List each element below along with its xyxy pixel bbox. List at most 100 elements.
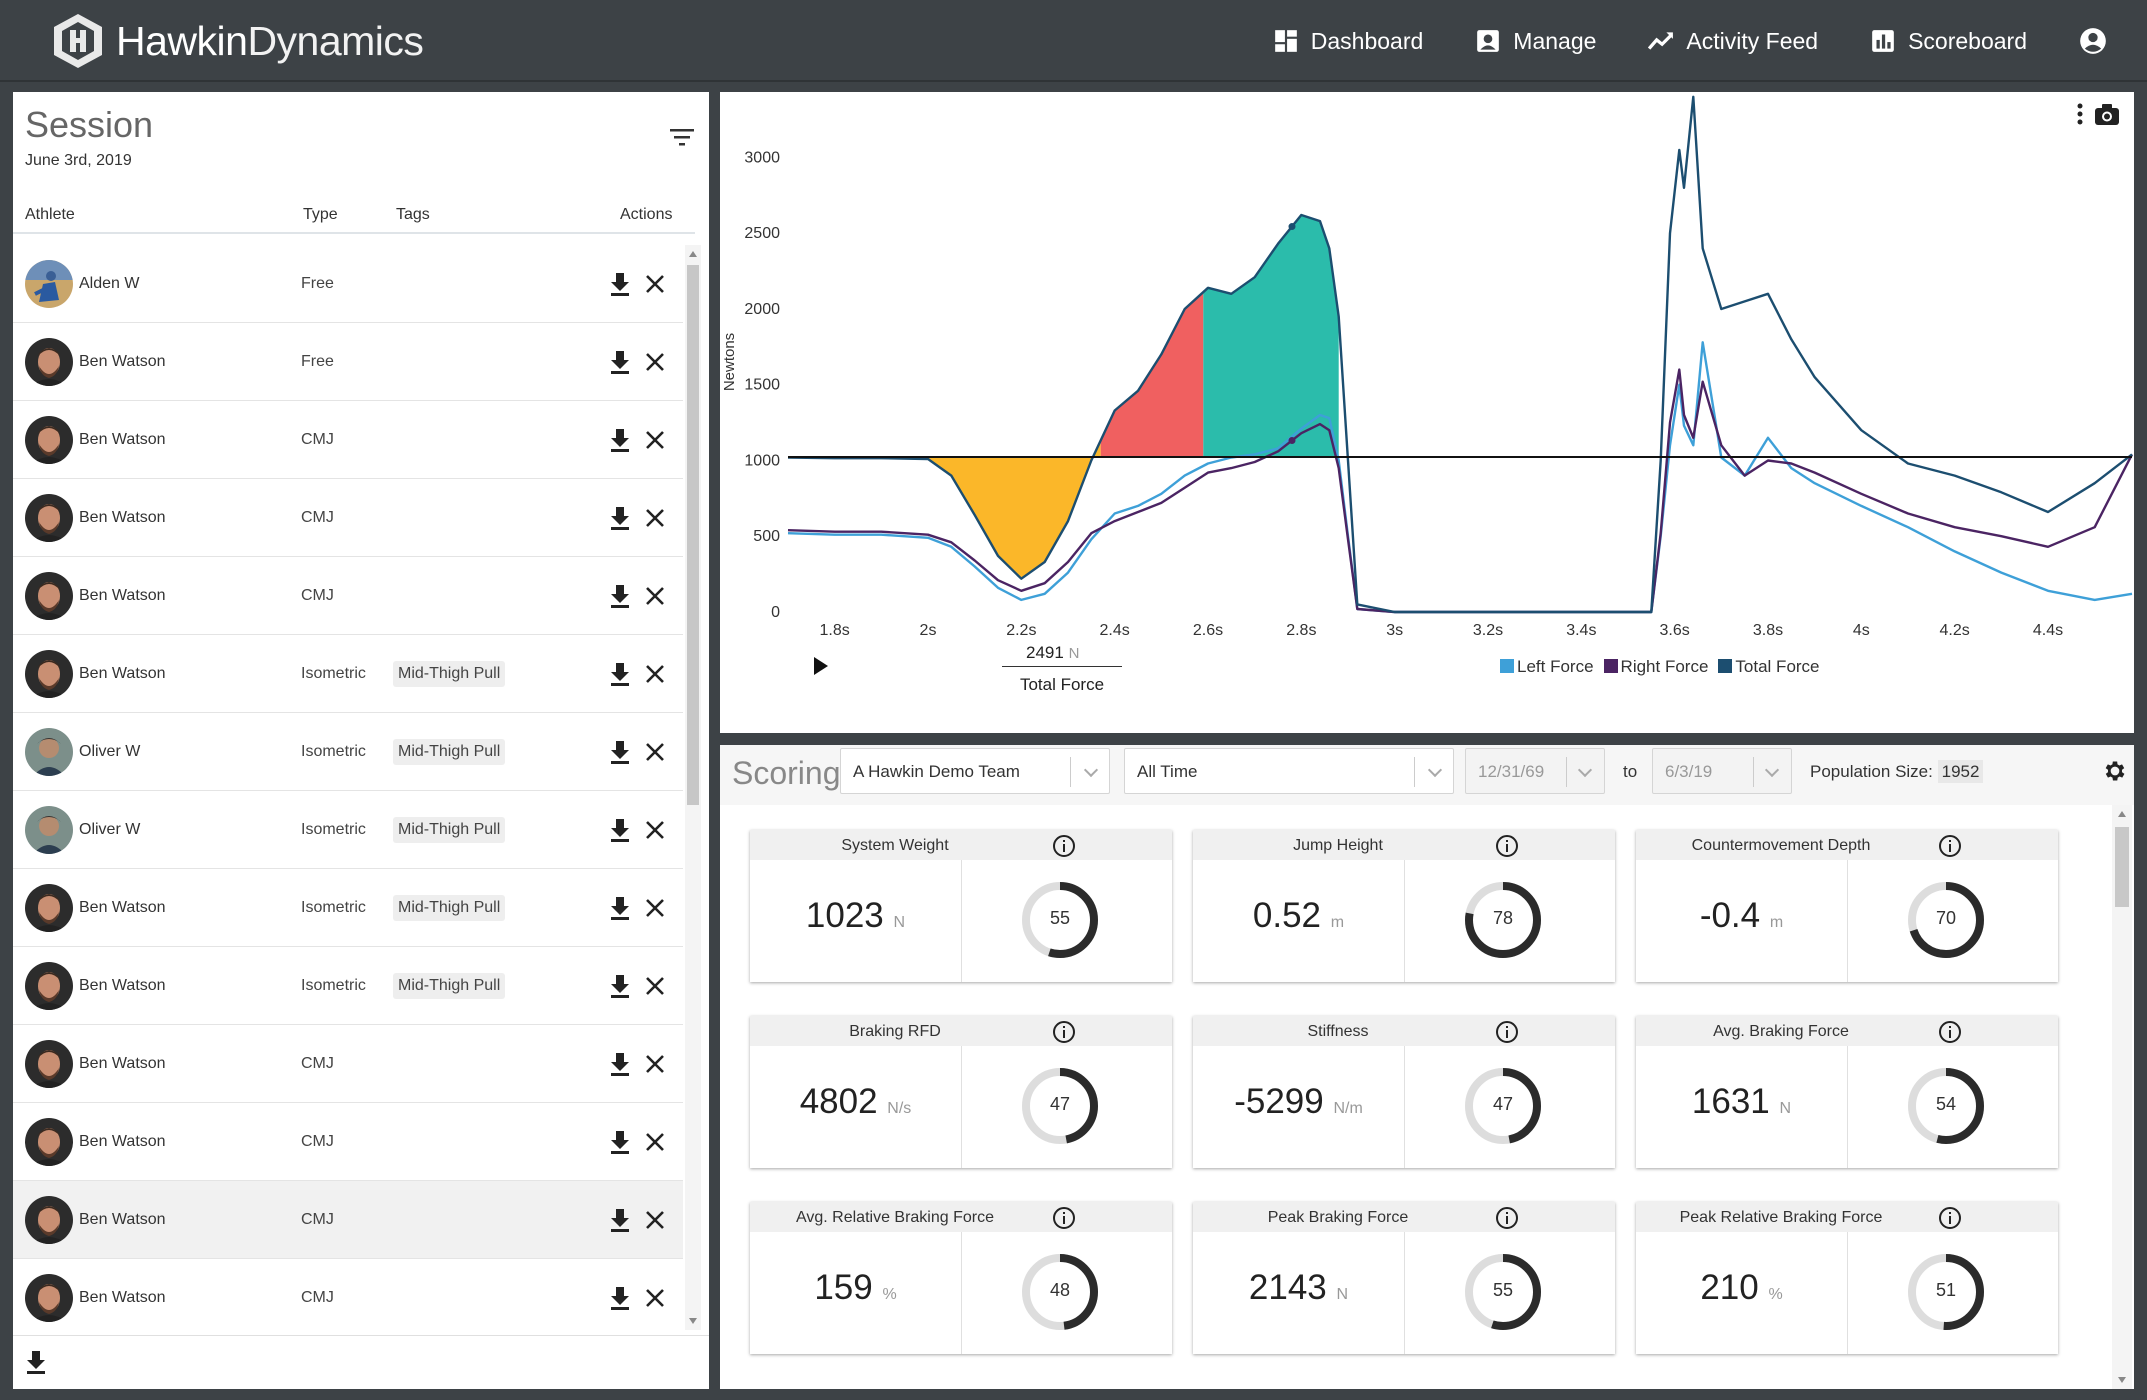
- account-icon[interactable]: [2079, 27, 2107, 55]
- table-row[interactable]: Ben Watson CMJ: [13, 1103, 683, 1181]
- scoring-scroll-thumb[interactable]: [2115, 827, 2129, 907]
- tag-chip[interactable]: Mid-Thigh Pull: [393, 738, 506, 765]
- score-card[interactable]: System Weight 1023 N 55: [750, 830, 1172, 982]
- col-athlete[interactable]: Athlete: [25, 206, 75, 223]
- download-icon[interactable]: [609, 1207, 631, 1233]
- info-icon[interactable]: [1495, 1020, 1519, 1044]
- avatar: [25, 416, 73, 464]
- table-row[interactable]: Ben Watson CMJ: [13, 401, 683, 479]
- download-icon[interactable]: [609, 271, 631, 297]
- info-icon[interactable]: [1495, 1206, 1519, 1230]
- tag-chip[interactable]: Mid-Thigh Pull: [393, 816, 506, 843]
- gear-icon[interactable]: [2102, 758, 2128, 784]
- download-icon[interactable]: [609, 817, 631, 843]
- close-icon[interactable]: [645, 1132, 665, 1152]
- download-icon[interactable]: [609, 427, 631, 453]
- close-icon[interactable]: [645, 820, 665, 840]
- download-icon[interactable]: [609, 973, 631, 999]
- download-icon[interactable]: [609, 583, 631, 609]
- scroll-up-arrow-icon[interactable]: [2118, 811, 2126, 817]
- score-card[interactable]: Stiffness -5299 N/m 47: [1193, 1016, 1615, 1168]
- close-icon[interactable]: [645, 976, 665, 996]
- tag-chip[interactable]: Mid-Thigh Pull: [393, 894, 506, 921]
- logo[interactable]: HawkinDynamics: [52, 12, 424, 70]
- info-icon[interactable]: [1052, 1206, 1076, 1230]
- table-row[interactable]: Ben Watson Isometric Mid-Thigh Pull: [13, 869, 683, 947]
- close-icon[interactable]: [645, 1054, 665, 1074]
- download-icon[interactable]: [609, 505, 631, 531]
- table-row[interactable]: Ben Watson CMJ: [13, 1181, 683, 1259]
- tag-chip[interactable]: Mid-Thigh Pull: [393, 972, 506, 999]
- download-icon[interactable]: [609, 661, 631, 687]
- col-type[interactable]: Type: [303, 206, 338, 223]
- team-select[interactable]: A Hawkin Demo Team: [840, 748, 1110, 794]
- nav-dashboard[interactable]: Dashboard: [1273, 28, 1423, 55]
- range-select[interactable]: All Time: [1124, 748, 1454, 794]
- table-row[interactable]: Ben Watson Isometric Mid-Thigh Pull: [13, 947, 683, 1025]
- download-icon[interactable]: [609, 1129, 631, 1155]
- table-row[interactable]: Oliver W Isometric Mid-Thigh Pull: [13, 791, 683, 869]
- close-icon[interactable]: [645, 742, 665, 762]
- more-vert-icon[interactable]: [2076, 102, 2084, 126]
- table-row[interactable]: Ben Watson CMJ: [13, 1259, 683, 1330]
- filter-icon[interactable]: [669, 126, 695, 148]
- score-card[interactable]: Peak Relative Braking Force 210 % 51: [1636, 1202, 2058, 1354]
- nav-scoreboard[interactable]: Scoreboard: [1870, 28, 2027, 55]
- nav-manage[interactable]: Manage: [1475, 28, 1596, 55]
- legend-total-force[interactable]: Total Force: [1718, 657, 1820, 677]
- scroll-down-arrow-icon[interactable]: [689, 1318, 697, 1324]
- table-row[interactable]: Alden W Free: [13, 245, 683, 323]
- from-date-select[interactable]: 12/31/69: [1465, 748, 1605, 794]
- force-time-chart[interactable]: 0 500 1000 1500 2000 2500 3000 1.8s 2s 2.2s 2.4s 2.…: [720, 92, 2134, 733]
- info-icon[interactable]: [1938, 1206, 1962, 1230]
- close-icon[interactable]: [645, 586, 665, 606]
- download-icon[interactable]: [609, 1285, 631, 1311]
- x-tick-label: 1.8s: [820, 622, 850, 639]
- score-card[interactable]: Countermovement Depth -0.4 m 70: [1636, 830, 2058, 982]
- download-icon[interactable]: [609, 349, 631, 375]
- session-scroll-thumb[interactable]: [687, 265, 699, 805]
- download-icon[interactable]: [609, 1051, 631, 1077]
- session-scrollbar[interactable]: [685, 245, 701, 1330]
- score-value-unit: N/m: [1333, 1100, 1363, 1117]
- score-card[interactable]: Jump Height 0.52 m 78: [1193, 830, 1615, 982]
- score-card[interactable]: Braking RFD 4802 N/s 47: [750, 1016, 1172, 1168]
- close-icon[interactable]: [645, 274, 665, 294]
- athlete-name: Ben Watson: [79, 508, 166, 526]
- close-icon[interactable]: [645, 508, 665, 528]
- tag-chip[interactable]: Mid-Thigh Pull: [393, 660, 506, 687]
- download-icon[interactable]: [609, 895, 631, 921]
- info-icon[interactable]: [1052, 1020, 1076, 1044]
- table-row[interactable]: Ben Watson Free: [13, 323, 683, 401]
- download-all-icon[interactable]: [25, 1349, 47, 1375]
- download-icon[interactable]: [609, 739, 631, 765]
- legend-right-force[interactable]: Right Force: [1603, 657, 1708, 677]
- info-icon[interactable]: [1938, 834, 1962, 858]
- close-icon[interactable]: [645, 430, 665, 450]
- score-card[interactable]: Avg. Braking Force 1631 N 54: [1636, 1016, 2058, 1168]
- table-row[interactable]: Ben Watson CMJ: [13, 1025, 683, 1103]
- info-icon[interactable]: [1495, 834, 1519, 858]
- score-card[interactable]: Peak Braking Force 2143 N 55: [1193, 1202, 1615, 1354]
- col-tags[interactable]: Tags: [396, 206, 430, 223]
- close-icon[interactable]: [645, 1210, 665, 1230]
- info-icon[interactable]: [1938, 1020, 1962, 1044]
- scroll-down-arrow-icon[interactable]: [2118, 1377, 2126, 1383]
- table-row[interactable]: Ben Watson CMJ: [13, 557, 683, 635]
- close-icon[interactable]: [645, 898, 665, 918]
- scroll-up-arrow-icon[interactable]: [689, 251, 697, 257]
- table-row[interactable]: Ben Watson CMJ: [13, 479, 683, 557]
- score-card[interactable]: Avg. Relative Braking Force 159 % 48: [750, 1202, 1172, 1354]
- scoring-scrollbar[interactable]: [2112, 805, 2132, 1389]
- close-icon[interactable]: [645, 352, 665, 372]
- table-row[interactable]: Ben Watson Isometric Mid-Thigh Pull: [13, 635, 683, 713]
- info-icon[interactable]: [1052, 834, 1076, 858]
- table-row[interactable]: Oliver W Isometric Mid-Thigh Pull: [13, 713, 683, 791]
- play-icon[interactable]: [814, 657, 828, 675]
- close-icon[interactable]: [645, 1288, 665, 1308]
- legend-left-force[interactable]: Left Force: [1500, 657, 1594, 677]
- close-icon[interactable]: [645, 664, 665, 684]
- to-date-select[interactable]: 6/3/19: [1652, 748, 1792, 794]
- nav-activity-feed[interactable]: Activity Feed: [1648, 28, 1818, 55]
- camera-icon[interactable]: [2094, 102, 2120, 126]
